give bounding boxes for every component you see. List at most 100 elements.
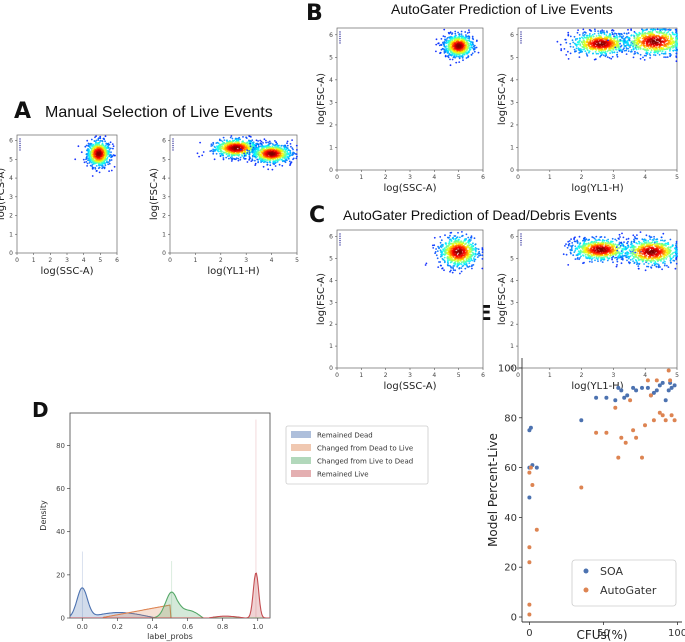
cell-event	[257, 143, 260, 146]
cell-event	[274, 165, 277, 167]
cell-event	[89, 144, 92, 146]
y-tick-label: 3	[162, 194, 166, 201]
cell-event	[296, 155, 298, 158]
cell-event	[198, 155, 201, 158]
cell-event	[597, 52, 599, 55]
cell-event	[567, 58, 570, 60]
cell-event	[582, 32, 584, 34]
panel-title-a: Manual Selection of Live Events	[45, 104, 273, 121]
cell-event	[577, 47, 580, 50]
cell-event	[236, 154, 239, 156]
cell-event	[663, 56, 665, 58]
cell-event	[458, 267, 461, 269]
cell-event	[260, 154, 263, 156]
cell-event	[214, 146, 217, 149]
cell-event	[604, 50, 607, 53]
cell-event	[107, 161, 110, 164]
cell-event	[445, 45, 448, 47]
cell-event	[439, 51, 442, 54]
cell-event	[443, 259, 446, 262]
cell-event	[108, 155, 111, 158]
cell-event	[85, 161, 88, 163]
cell-event	[481, 249, 484, 251]
cell-event	[661, 50, 664, 53]
cell-event	[613, 51, 615, 54]
cell-event	[211, 144, 214, 147]
cell-event	[616, 51, 619, 54]
cell-event	[610, 57, 613, 60]
x-axis-label: log(YL1-H)	[571, 183, 623, 194]
cell-event	[239, 156, 242, 159]
cell-event	[254, 164, 257, 167]
cell-event	[86, 162, 89, 165]
cell-event	[573, 48, 576, 51]
cell-event	[292, 148, 294, 151]
cell-event	[445, 38, 448, 40]
cell-event	[618, 50, 621, 52]
cell-event	[108, 170, 110, 173]
cell-event	[172, 149, 174, 151]
cell-event	[520, 37, 522, 40]
cell-event	[643, 59, 646, 61]
cell-event	[460, 30, 463, 33]
cell-event	[621, 51, 623, 54]
cell-event	[630, 50, 633, 53]
cell-event	[475, 46, 478, 49]
cell-event	[466, 32, 469, 34]
cell-event	[82, 158, 85, 161]
y-axis-label: log(FCS-A)	[0, 168, 7, 220]
cell-event	[265, 139, 267, 142]
cell-event	[215, 148, 218, 151]
cell-event	[254, 162, 257, 165]
x-tick-label: 3	[244, 257, 248, 264]
cell-event	[444, 54, 447, 57]
cell-event	[471, 264, 473, 267]
cell-event	[471, 35, 474, 38]
cell-event	[110, 159, 113, 161]
cell-event	[281, 152, 284, 155]
cell-event	[467, 242, 470, 245]
cell-event	[602, 54, 605, 57]
y-tick-label: 3	[9, 194, 13, 201]
cell-event	[96, 170, 98, 172]
cell-event	[445, 39, 448, 42]
cell-event	[95, 139, 98, 142]
cell-event	[620, 44, 623, 47]
cell-event	[219, 154, 222, 157]
cell-event	[94, 136, 96, 139]
y-tick-label: 6	[162, 138, 166, 145]
cell-event	[112, 147, 114, 150]
cell-event	[597, 32, 600, 35]
cell-event	[215, 152, 218, 155]
cell-event	[451, 58, 454, 61]
cell-event	[19, 149, 21, 151]
cell-event	[567, 31, 570, 34]
cell-event	[231, 157, 234, 160]
cell-event	[286, 142, 288, 145]
cell-event	[574, 39, 577, 41]
cell-event	[453, 265, 456, 267]
panel-letter-a: A	[14, 99, 31, 124]
cell-event	[222, 136, 225, 139]
cell-event	[97, 139, 100, 142]
cell-event	[612, 29, 615, 32]
cell-event	[671, 44, 674, 47]
cell-event	[441, 245, 444, 248]
cell-event	[98, 171, 101, 174]
cell-event	[262, 142, 264, 144]
cell-event	[281, 164, 284, 167]
cell-event	[248, 151, 251, 154]
cell-event	[452, 238, 455, 240]
cell-event	[104, 164, 107, 167]
cell-event	[582, 28, 585, 31]
cell-event	[266, 163, 269, 166]
cell-event	[449, 234, 451, 237]
cell-event	[83, 161, 86, 164]
cell-event	[520, 40, 522, 42]
cell-event	[248, 150, 251, 152]
cell-event	[655, 39, 658, 42]
cell-event	[627, 50, 630, 52]
y-tick-label: 2	[9, 213, 13, 220]
cell-event	[223, 139, 226, 142]
